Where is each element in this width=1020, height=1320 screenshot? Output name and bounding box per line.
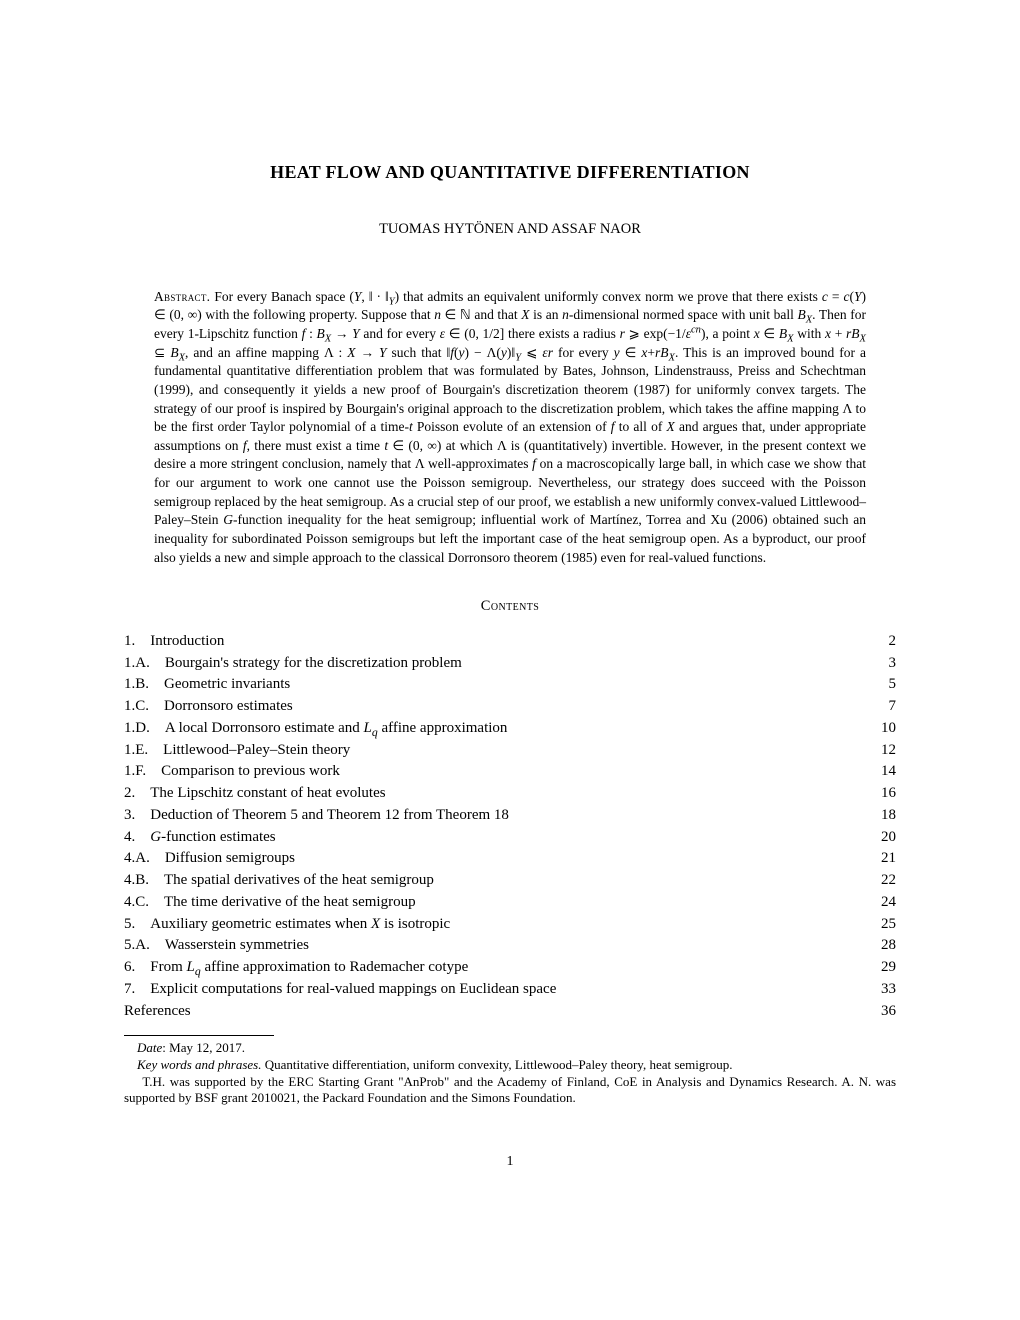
toc-row: 1.C. Dorronsoro estimates7 xyxy=(124,696,896,716)
toc-row: 5.A. Wasserstein symmetries28 xyxy=(124,935,896,955)
table-of-contents: 1. Introduction2 1.A. Bourgain's strateg… xyxy=(124,631,896,1021)
paper-page: HEAT FLOW AND QUANTITATIVE DIFFERENTIATI… xyxy=(0,0,1020,1232)
toc-row: 6. From Lq affine approximation to Radem… xyxy=(124,957,896,977)
toc-row: 4.A. Diffusion semigroups21 xyxy=(124,848,896,868)
toc-row: References36 xyxy=(124,1001,896,1021)
abstract-label: Abstract. xyxy=(154,289,210,304)
paper-authors: TUOMAS HYTÖNEN AND ASSAF NAOR xyxy=(124,220,896,240)
toc-row: 4.B. The spatial derivatives of the heat… xyxy=(124,870,896,890)
footnote-kw-label: Key words and phrases. xyxy=(137,1057,261,1072)
toc-row: 2. The Lipschitz constant of heat evolut… xyxy=(124,783,896,803)
footnote-date-label: Date xyxy=(137,1040,162,1055)
toc-row: 5. Auxiliary geometric estimates when X … xyxy=(124,914,896,934)
page-number: 1 xyxy=(124,1153,896,1172)
toc-row: 1.B. Geometric invariants5 xyxy=(124,674,896,694)
toc-row: 1.D. A local Dorronsoro estimate and Lq … xyxy=(124,718,896,738)
abstract: Abstract. For every Banach space (Y, ‖ ·… xyxy=(154,288,866,567)
toc-row: 4. G-function estimates20 xyxy=(124,827,896,847)
toc-row: 1. Introduction2 xyxy=(124,631,896,651)
footnote-date: : May 12, 2017. xyxy=(162,1040,245,1055)
toc-row: 1.E. Littlewood–Paley–Stein theory12 xyxy=(124,740,896,760)
paper-title: HEAT FLOW AND QUANTITATIVE DIFFERENTIATI… xyxy=(124,160,896,184)
toc-row: 1.F. Comparison to previous work14 xyxy=(124,761,896,781)
toc-row: 1.A. Bourgain's strategy for the discret… xyxy=(124,653,896,673)
footnote-block: Date: May 12, 2017. Key words and phrase… xyxy=(124,1040,896,1108)
contents-heading: Contents xyxy=(124,597,896,617)
footnote-funding: T.H. was supported by the ERC Starting G… xyxy=(124,1074,896,1106)
toc-row: 7. Explicit computations for real-valued… xyxy=(124,979,896,999)
footnote-kw: Quantitative differentiation, uniform co… xyxy=(261,1057,732,1072)
toc-row: 4.C. The time derivative of the heat sem… xyxy=(124,892,896,912)
toc-row: 3. Deduction of Theorem 5 and Theorem 12… xyxy=(124,805,896,825)
footnote-rule xyxy=(124,1035,274,1036)
